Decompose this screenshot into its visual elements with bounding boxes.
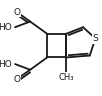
Text: HO: HO xyxy=(0,60,12,69)
Text: HO: HO xyxy=(0,23,12,32)
Text: O: O xyxy=(13,75,20,84)
Text: S: S xyxy=(93,34,98,43)
Text: CH₃: CH₃ xyxy=(58,73,74,82)
Text: O: O xyxy=(13,8,20,17)
